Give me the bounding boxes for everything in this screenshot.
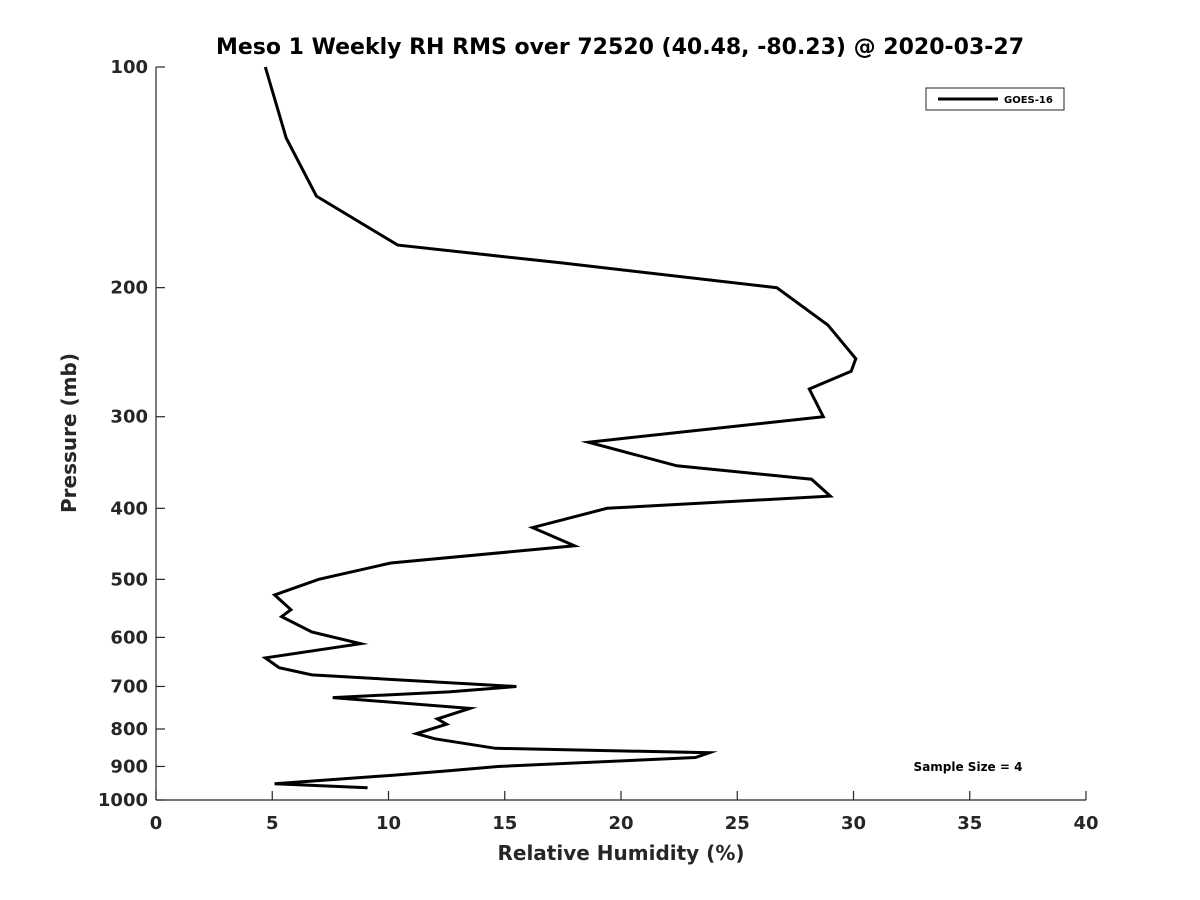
y-axis-ticks: 100 200 300 400 500 600 700 800 900 1000 [98,57,165,811]
x-tick-label: 10 [376,813,401,834]
x-tick-label: 35 [957,813,982,834]
plot-area: 0 5 10 15 20 25 30 35 40 100 200 300 400 500 600 700 80… [98,57,1099,834]
x-tick-label: 15 [492,813,517,834]
y-tick-label: 400 [110,498,148,519]
legend: GOES-16 [925,87,1065,111]
plot-frame [156,67,1086,800]
x-tick-label: 5 [266,813,279,834]
y-tick-label: 600 [110,627,148,648]
y-tick-label: 800 [110,719,148,740]
x-tick-label: 40 [1073,813,1098,834]
sample-size-annotation: Sample Size = 4 [914,760,1023,774]
y-tick-label: 200 [110,278,148,299]
x-tick-label: 25 [725,813,750,834]
y-tick-label: 1000 [98,790,148,811]
y-tick-label: 700 [110,676,148,697]
x-tick-label: 0 [150,813,163,834]
x-axis-ticks: 0 5 10 15 20 25 30 35 40 [150,791,1099,834]
y-tick-label: 900 [110,756,148,777]
x-axis-title: Relative Humidity (%) [497,841,744,865]
y-tick-label: 500 [110,569,148,590]
series-layer [261,66,858,790]
x-tick-label: 20 [608,813,633,834]
y-tick-label: 100 [110,57,148,78]
series-line-goes-16 [261,66,858,790]
y-tick-label: 300 [110,407,148,428]
y-axis-title: Pressure (mb) [57,353,81,513]
chart-title: Meso 1 Weekly RH RMS over 72520 (40.48, … [216,35,1024,60]
x-tick-label: 30 [841,813,866,834]
legend-label-goes-16: GOES-16 [1004,95,1053,106]
